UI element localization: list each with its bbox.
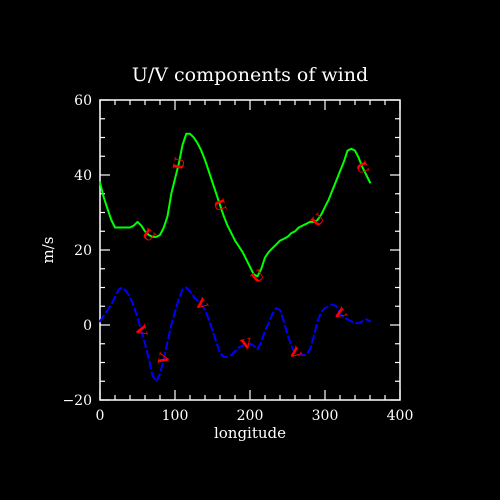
series-v-line [99,286,371,383]
series-u-line [99,132,371,278]
y-axis-label: m/s [39,237,57,264]
curve-label-v: V [190,295,211,315]
chart-title: U/V components of wind [132,64,368,86]
y-tick-label: 40 [74,168,92,184]
x-tick-label: 400 [387,408,414,424]
curve-label-u: U [210,197,229,214]
curve-label-v: V [284,344,305,364]
curve-label-u: U [352,159,372,177]
axis-ticks [99,99,401,401]
y-tick-label: 60 [74,93,92,109]
x-tick-label: 300 [312,408,339,424]
x-tick-label: 200 [237,408,264,424]
curve-label-u: U [139,226,158,246]
curve-label-v: V [329,305,350,325]
y-tick-label: 0 [83,318,92,334]
plot-frame [99,99,401,401]
series-layer [99,132,371,383]
curve-label-v: V [156,351,175,367]
curve-label-u: U [308,211,328,231]
curve-label-v: V [131,322,150,339]
curve-label-u: U [171,156,189,171]
x-axis-label: longitude [214,424,286,442]
curve-label-v: V [238,335,254,354]
y-tick-label: 20 [74,243,92,259]
x-tick-label: 100 [162,408,189,424]
y-tick-label: −20 [62,393,92,409]
x-tick-label: 0 [96,408,105,424]
